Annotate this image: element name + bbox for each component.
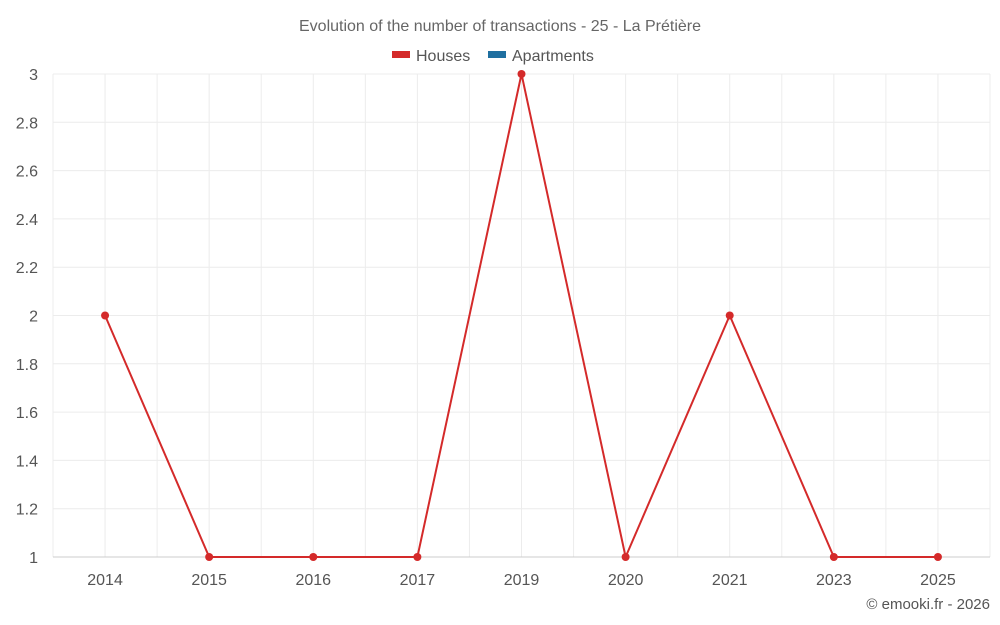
x-tick-label: 2021 [712, 572, 748, 589]
y-tick-label: 2.4 [16, 212, 38, 229]
legend: Houses Apartments [392, 48, 594, 65]
chart-title: Evolution of the number of transactions … [299, 18, 701, 35]
x-tick-label: 2023 [816, 572, 852, 589]
data-point-houses[interactable] [309, 553, 318, 561]
legend-label-houses: Houses [416, 48, 470, 65]
x-tick-label: 2016 [295, 572, 331, 589]
x-tick-label: 2015 [191, 572, 227, 589]
x-axis-ticks: 2014 2015 2016 2017 2019 2020 2021 2023 2025 [87, 572, 956, 589]
y-tick-label: 2.6 [16, 164, 38, 181]
data-point-houses[interactable] [413, 553, 422, 561]
x-tick-label: 2014 [87, 572, 123, 589]
y-axis-ticks: 1 1.2 1.4 1.6 1.8 2 2.2 2.4 2.6 2.8 3 [16, 67, 38, 567]
data-point-houses[interactable] [101, 311, 110, 320]
data-point-houses[interactable] [621, 553, 630, 561]
data-point-houses[interactable] [829, 553, 838, 561]
y-tick-label: 1 [29, 550, 38, 567]
y-tick-label: 3 [29, 67, 38, 84]
y-tick-label: 1.2 [16, 502, 38, 519]
x-tick-label: 2019 [504, 572, 540, 589]
y-tick-label: 2 [29, 309, 38, 326]
y-tick-label: 2.2 [16, 260, 38, 277]
x-tick-label: 2020 [608, 572, 644, 589]
grid [52, 73, 991, 558]
legend-item-apartments[interactable]: Apartments [488, 48, 594, 65]
x-tick-label: 2025 [920, 572, 956, 589]
legend-swatch-apartments [488, 51, 506, 58]
y-tick-label: 2.8 [16, 115, 38, 132]
credit-text: © emooki.fr - 2026 [866, 596, 990, 613]
data-point-houses[interactable] [725, 311, 734, 320]
legend-item-houses[interactable]: Houses [392, 48, 470, 65]
data-point-houses[interactable] [933, 553, 942, 561]
y-tick-label: 1.8 [16, 357, 38, 374]
x-tick-label: 2017 [400, 572, 436, 589]
series [101, 70, 942, 561]
y-tick-label: 1.6 [16, 405, 38, 422]
legend-label-apartments: Apartments [512, 48, 594, 65]
data-point-houses[interactable] [205, 553, 214, 561]
y-tick-label: 1.4 [16, 453, 38, 470]
data-point-houses[interactable] [517, 70, 526, 78]
legend-swatch-houses [392, 51, 410, 58]
